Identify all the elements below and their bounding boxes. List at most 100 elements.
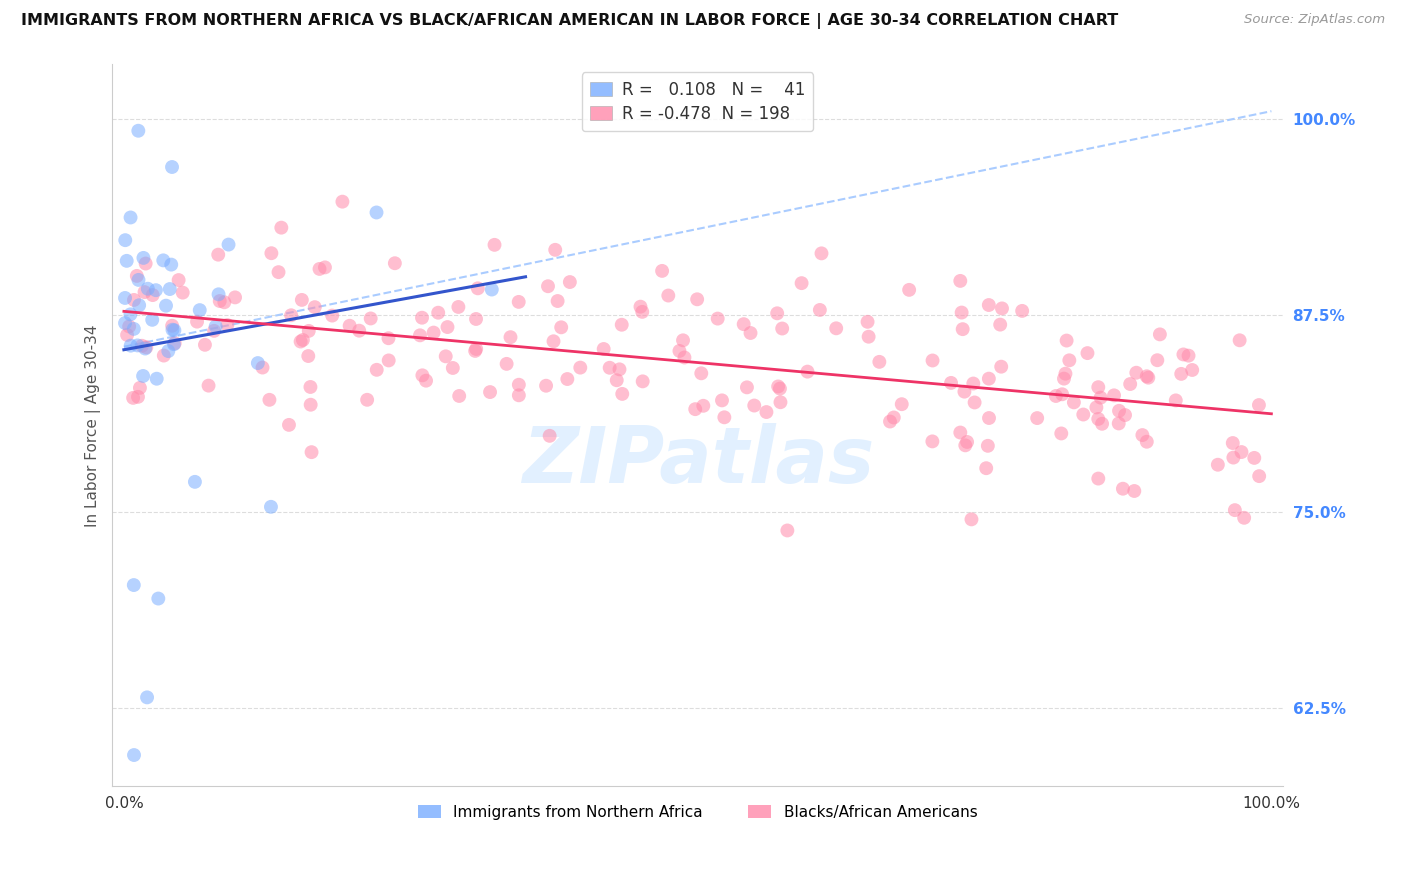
Point: [766, 306, 789, 320]
Point: [120, 338, 142, 352]
Point: [1181, 363, 1204, 377]
Point: [132, 369, 155, 384]
Point: [145, 283, 167, 297]
Point: [128, 273, 150, 287]
Point: [384, 256, 406, 270]
Point: [204, 319, 226, 334]
Point: [1136, 434, 1159, 449]
Point: [537, 279, 560, 293]
Point: [141, 313, 163, 327]
Point: [990, 359, 1012, 374]
Point: [1146, 353, 1168, 368]
Point: [950, 305, 973, 319]
Point: [1222, 436, 1244, 450]
Point: [136, 690, 159, 705]
Point: [1050, 426, 1073, 441]
Point: [868, 355, 890, 369]
Point: [131, 339, 153, 353]
Point: [278, 417, 301, 432]
Point: [508, 294, 530, 309]
Point: [733, 317, 755, 331]
Point: [977, 411, 1000, 425]
Point: [125, 268, 148, 283]
Point: [160, 318, 183, 333]
Point: [142, 288, 165, 302]
Point: [955, 438, 977, 452]
Point: [883, 410, 905, 425]
Point: [1230, 445, 1253, 459]
Point: [252, 360, 274, 375]
Point: [308, 261, 330, 276]
Point: [1056, 334, 1078, 348]
Point: [769, 382, 792, 396]
Point: [409, 328, 432, 343]
Point: [1108, 417, 1130, 431]
Point: [740, 326, 762, 340]
Point: [949, 274, 972, 288]
Point: [162, 323, 184, 337]
Point: [1149, 327, 1171, 342]
Point: [127, 390, 149, 404]
Point: [135, 256, 157, 270]
Point: [953, 384, 976, 399]
Point: [808, 302, 831, 317]
Point: [599, 360, 621, 375]
Point: [557, 372, 579, 386]
Point: [332, 194, 354, 209]
Point: [422, 326, 444, 340]
Point: [217, 318, 239, 332]
Point: [160, 160, 183, 174]
Point: [301, 445, 323, 459]
Point: [465, 342, 488, 356]
Point: [260, 500, 283, 514]
Point: [977, 372, 1000, 386]
Point: [129, 381, 152, 395]
Point: [1045, 389, 1067, 403]
Point: [558, 275, 581, 289]
Point: [148, 591, 170, 606]
Point: [1087, 472, 1109, 486]
Point: [128, 298, 150, 312]
Point: [1102, 388, 1125, 402]
Point: [134, 285, 156, 299]
Point: [1087, 412, 1109, 426]
Point: [991, 301, 1014, 316]
Point: [207, 247, 229, 261]
Point: [1132, 428, 1154, 442]
Point: [186, 315, 208, 329]
Point: [163, 323, 186, 337]
Point: [713, 410, 735, 425]
Point: [1170, 367, 1192, 381]
Point: [755, 405, 778, 419]
Point: [127, 124, 149, 138]
Point: [411, 310, 433, 325]
Point: [949, 425, 972, 440]
Point: [246, 356, 269, 370]
Point: [544, 243, 567, 257]
Point: [115, 327, 138, 342]
Point: [1076, 346, 1098, 360]
Point: [962, 376, 984, 391]
Point: [1090, 391, 1112, 405]
Point: [267, 265, 290, 279]
Point: [769, 395, 792, 409]
Point: [114, 291, 136, 305]
Point: [1229, 334, 1251, 348]
Point: [1108, 404, 1130, 418]
Point: [890, 397, 912, 411]
Point: [1206, 458, 1229, 472]
Point: [321, 309, 343, 323]
Point: [194, 338, 217, 352]
Point: [122, 293, 145, 307]
Point: [207, 287, 229, 301]
Point: [120, 307, 142, 321]
Point: [366, 205, 388, 219]
Point: [1247, 398, 1270, 412]
Point: [610, 318, 633, 332]
Point: [366, 363, 388, 377]
Point: [606, 373, 628, 387]
Point: [339, 318, 361, 333]
Point: [297, 349, 319, 363]
Point: [1085, 401, 1108, 415]
Point: [770, 321, 793, 335]
